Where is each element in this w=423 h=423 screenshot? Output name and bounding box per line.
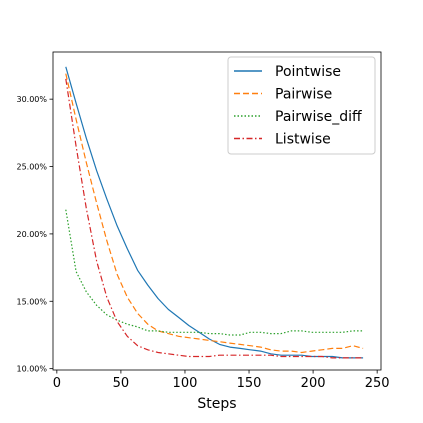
y-tick-label: 10.00%	[16, 365, 47, 374]
series-lines	[65, 66, 364, 359]
y-tick-label: 20.00%	[16, 230, 47, 239]
legend-box	[227, 56, 376, 155]
y-tick-label: 25.00%	[16, 163, 47, 172]
x-tick-label: 150	[237, 376, 262, 391]
x-tick-label: 100	[173, 376, 198, 391]
legend-label: Pairwise	[275, 87, 332, 103]
legend-label: Listwise	[275, 132, 331, 148]
y-tick-label: 15.00%	[16, 297, 47, 306]
x-tick-label: 200	[301, 376, 326, 391]
series-line-listwise	[65, 78, 364, 359]
legend-label: Pointwise	[275, 64, 341, 80]
series-line-pointwise	[65, 66, 364, 359]
x-tick-label: 0	[53, 376, 61, 391]
x-axis: 0 50 100 150 200 250	[53, 370, 390, 391]
y-tick-label: 30.00%	[16, 95, 47, 104]
legend: Pointwise Pairwise Pairwise_diff Listwise	[227, 56, 376, 155]
series-line-pairwise	[65, 73, 364, 354]
x-tick-label: 250	[365, 376, 390, 391]
x-tick-label: 50	[113, 376, 130, 391]
x-axis-label: Steps	[197, 396, 236, 412]
plot-frame	[52, 51, 382, 371]
y-axis: 10.00% 15.00% 20.00% 25.00% 30.00%	[16, 95, 53, 374]
legend-label: Pairwise_diff	[275, 109, 362, 125]
